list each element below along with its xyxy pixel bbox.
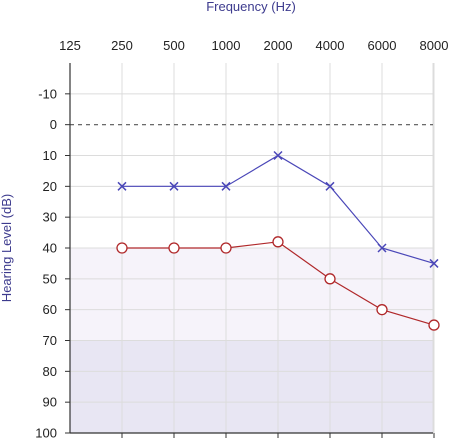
data-point-o-marker [272,236,284,248]
x-tick-label: 1000 [212,38,241,53]
data-point-x-marker [117,181,127,191]
y-tick-label: 90 [43,395,57,410]
y-tick-label: 60 [43,302,57,317]
x-tick-label: 250 [111,38,133,53]
data-point-x-marker [221,181,231,191]
series-group [116,150,440,331]
data-point-o-marker [116,242,128,254]
severity-bands [70,248,433,433]
data-point-o-marker [324,273,336,285]
x-tick-label: 4000 [316,38,345,53]
y-tick-label: 80 [43,364,57,379]
x-tick-label: 2000 [264,38,293,53]
data-point-x-marker [429,258,439,268]
data-point-o-marker [220,242,232,254]
y-tick-label: 50 [43,271,57,286]
x-tick-labels: 125 250 500 1000 2000 4000 6000 8000 [59,38,448,53]
y-tick-label: 0 [50,117,57,132]
severity-band-0 [70,248,433,341]
y-tick-label: -10 [38,86,57,101]
y-tick-labels: -10 0 10 20 30 40 50 60 70 80 90 100 [35,86,57,440]
y-tick-label: 40 [43,241,57,256]
y-tick-label: 20 [43,179,57,194]
data-point-x-marker [273,150,283,161]
x-axis-title: Frequency (Hz) [206,0,296,14]
data-point-x-marker [325,181,335,191]
data-point-x-marker [377,243,387,253]
severity-band-1 [70,340,433,433]
y-tick-label: 100 [35,426,57,441]
data-point-x-marker [169,181,179,191]
y-tick-label: 10 [43,148,57,163]
axes [65,63,435,438]
x-tick-label: 8000 [420,38,449,53]
y-tick-label: 70 [43,333,57,348]
x-tick-label: 500 [163,38,185,53]
y-tick-label: 30 [43,210,57,225]
y-axis-title: Hearing Level (dB) [0,194,14,302]
x-tick-label: 6000 [368,38,397,53]
x-tick-label: 125 [59,38,81,53]
data-point-o-marker [168,242,180,254]
data-point-o-marker [428,319,440,331]
data-point-o-marker [376,304,388,316]
